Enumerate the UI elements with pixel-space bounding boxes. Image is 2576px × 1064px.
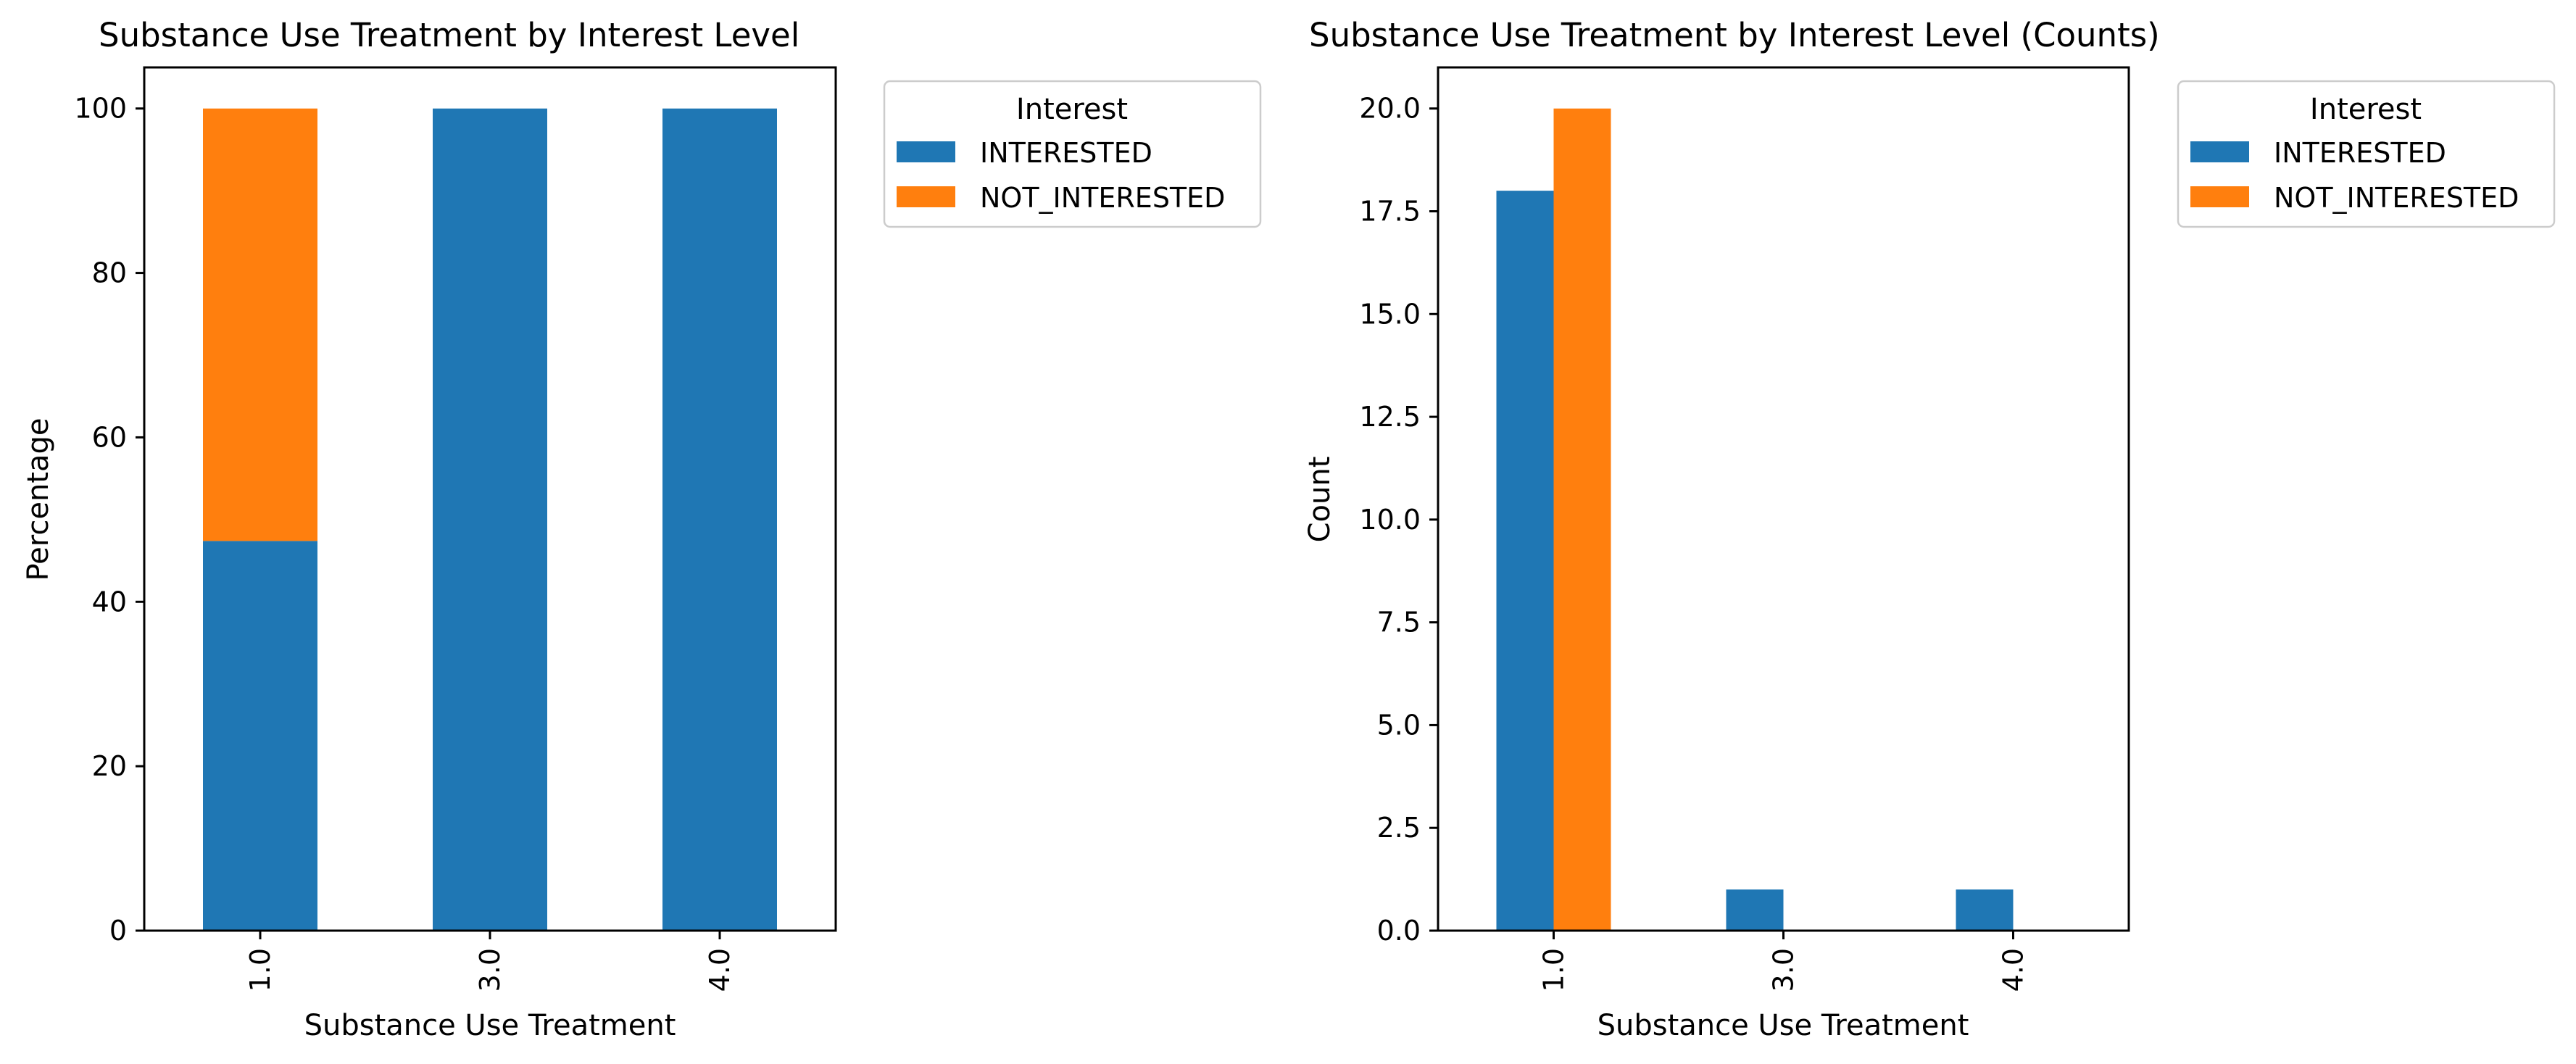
legend-box <box>2177 80 2556 228</box>
x-ticks: 1.0 3.0 4.0 <box>244 931 736 992</box>
y-tick-label: 12.5 <box>1359 401 1421 433</box>
legend-title: Interest <box>1016 93 1128 126</box>
y-tick-label: 0.0 <box>1377 915 1421 947</box>
percentage-chart: Substance Use Treatment by Interest Leve… <box>22 16 1262 1042</box>
y-tick-label: 17.5 <box>1359 196 1421 228</box>
y-ticks: 0 20 40 60 80 100 <box>74 93 144 947</box>
y-tick-label: 20 <box>92 750 127 782</box>
x-tick-label: 3.0 <box>474 948 506 992</box>
plot-frame <box>1437 66 2130 932</box>
y-axis-label: Count <box>1303 457 1337 543</box>
legend: Interest INTERESTED NOT_INTERESTED <box>2177 80 2556 228</box>
count-chart: Substance Use Treatment by Interest Leve… <box>1303 16 2556 1042</box>
bar-interested-1.0 <box>203 541 317 931</box>
bar-interested-4.0 <box>1956 889 2014 931</box>
chart-title: Substance Use Treatment by Interest Leve… <box>99 16 799 54</box>
x-axis-label: Substance Use Treatment <box>1597 1009 1969 1042</box>
bar-interested-4.0 <box>662 108 777 931</box>
legend-label-not-interested: NOT_INTERESTED <box>2274 182 2519 214</box>
bars-group <box>1496 108 2014 931</box>
y-ticks: 0.0 2.5 5.0 7.5 10.0 12.5 15.0 17.5 20.0 <box>1359 93 1438 947</box>
y-tick-label: 60 <box>92 421 127 453</box>
legend-box <box>883 80 1262 228</box>
x-ticks: 1.0 3.0 4.0 <box>1538 931 2029 992</box>
legend-label-interested: INTERESTED <box>980 137 1152 169</box>
bar-interested-3.0 <box>1726 889 1784 931</box>
chart-title: Substance Use Treatment by Interest Leve… <box>1309 16 2160 54</box>
legend-swatch-not-interested <box>897 186 955 207</box>
y-axis-label: Percentage <box>22 417 55 581</box>
y-tick-label: 80 <box>92 257 127 289</box>
y-tick-label: 7.5 <box>1377 607 1421 639</box>
y-tick-label: 100 <box>74 93 127 125</box>
y-tick-label: 40 <box>92 586 127 618</box>
legend-swatch-not-interested <box>2190 186 2249 207</box>
y-tick-label: 0 <box>109 915 127 947</box>
y-tick-label: 10.0 <box>1359 504 1421 536</box>
y-tick-label: 15.0 <box>1359 298 1421 330</box>
legend-label-interested: INTERESTED <box>2274 137 2446 169</box>
x-tick-label: 4.0 <box>704 948 736 992</box>
y-tick-label: 20.0 <box>1359 93 1421 125</box>
y-tick-label: 5.0 <box>1377 709 1421 741</box>
legend-swatch-interested <box>2190 141 2249 162</box>
x-tick-label: 3.0 <box>1768 948 1800 992</box>
plot-frame <box>143 66 837 932</box>
bar-interested-3.0 <box>433 108 547 931</box>
bar-not-interested-1.0 <box>203 108 317 541</box>
x-tick-label: 1.0 <box>244 948 276 992</box>
bars-group <box>203 108 777 931</box>
bar-not-interested-1.0 <box>1553 108 1611 931</box>
legend-label-not-interested: NOT_INTERESTED <box>980 182 1225 214</box>
legend-title: Interest <box>2310 93 2422 126</box>
x-axis-label: Substance Use Treatment <box>304 1009 676 1042</box>
legend-swatch-interested <box>897 141 955 162</box>
y-tick-label: 2.5 <box>1377 812 1421 844</box>
bar-interested-1.0 <box>1496 191 1554 931</box>
legend: Interest INTERESTED NOT_INTERESTED <box>883 80 1262 228</box>
x-tick-label: 4.0 <box>1998 948 2029 992</box>
x-tick-label: 1.0 <box>1538 948 1570 992</box>
